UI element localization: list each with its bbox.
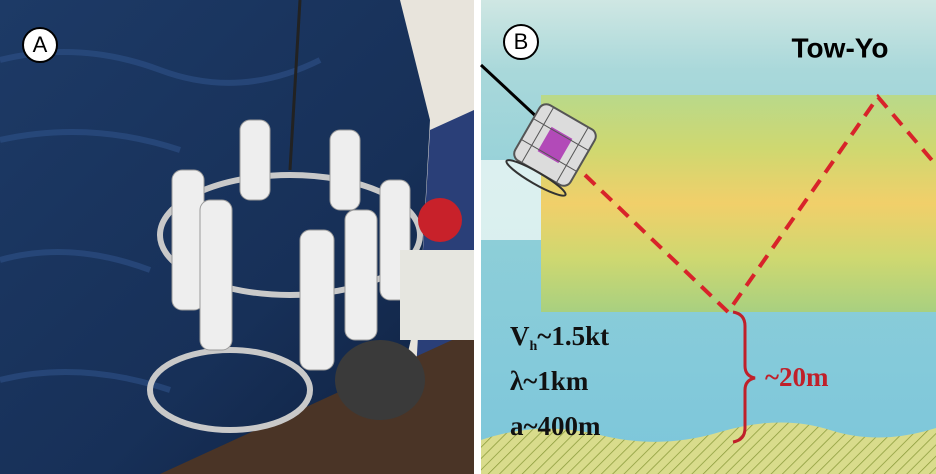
wavelength: λ~1km — [510, 366, 589, 396]
height-label: ~20m — [765, 362, 829, 392]
schematic-panel: B Tow-Yo Vh~1.5kt λ~1km a~400m ~20m — [481, 0, 936, 474]
title: Tow-Yo — [792, 32, 889, 63]
figure: A B Tow-Yo Vh~1.5kt λ~1km a~400m ~20m — [0, 0, 936, 474]
velocity-value: ~1.5kt — [537, 321, 609, 351]
page: {"panel_a": {"label": "A"}, "panel_b": {… — [0, 0, 936, 474]
velocity: Vh~1.5kt — [510, 321, 609, 354]
panel-label: A — [33, 32, 48, 57]
panel-label: B — [514, 29, 529, 54]
velocity-subscript: h — [530, 339, 538, 354]
photo-panel: A — [0, 0, 474, 474]
velocity-symbol: V — [510, 321, 530, 351]
amplitude: a~400m — [510, 411, 601, 441]
